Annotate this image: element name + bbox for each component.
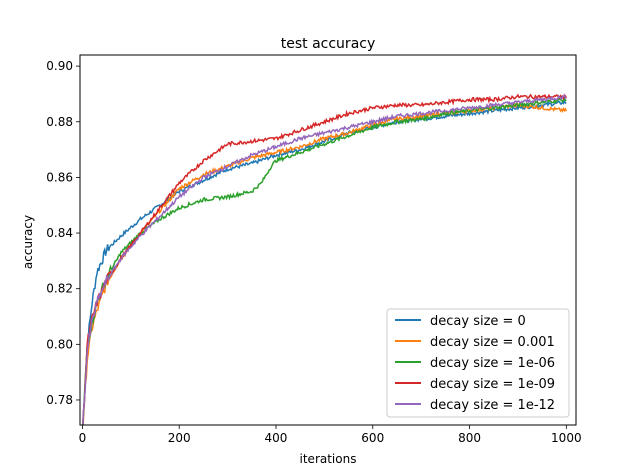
x-axis-label: iterations <box>300 452 357 466</box>
legend-label-4: decay size = 1e-12 <box>430 398 555 413</box>
y-axis: 0.78 0.80 0.82 0.84 0.86 0.88 0.90 <box>46 59 80 407</box>
legend-label-1: decay size = 0.001 <box>430 335 555 350</box>
chart-title: test accuracy <box>281 36 376 52</box>
series-line-2 <box>82 95 567 425</box>
x-tick-label: 600 <box>361 431 384 445</box>
x-axis: 0 200 400 600 800 1000 <box>79 425 582 445</box>
y-tick-label: 0.88 <box>46 115 73 129</box>
y-tick-label: 0.84 <box>46 226 73 240</box>
plot-frame <box>79 54 577 426</box>
legend: decay size = 0 decay size = 0.001 decay si… <box>386 308 570 418</box>
y-tick-label: 0.82 <box>46 282 73 296</box>
series-line-3 <box>82 93 567 425</box>
legend-label-3: decay size = 1e-09 <box>430 377 555 392</box>
y-tick-label: 0.80 <box>46 337 73 351</box>
series-line-4 <box>82 93 567 425</box>
x-tick-label: 1000 <box>551 431 582 445</box>
y-axis-label: accuracy <box>21 215 35 269</box>
y-tick-label: 0.86 <box>46 170 73 184</box>
legend-label-2: decay size = 1e-06 <box>430 356 555 371</box>
x-tick-label: 400 <box>265 431 288 445</box>
x-tick-label: 800 <box>458 431 481 445</box>
series-layer <box>82 93 568 425</box>
x-tick-label: 0 <box>79 431 87 445</box>
y-tick-label: 0.90 <box>46 59 73 73</box>
legend-label-0: decay size = 0 <box>430 314 526 329</box>
legend-box <box>386 308 570 418</box>
x-tick-label: 200 <box>168 431 191 445</box>
y-tick-label: 0.78 <box>46 393 73 407</box>
